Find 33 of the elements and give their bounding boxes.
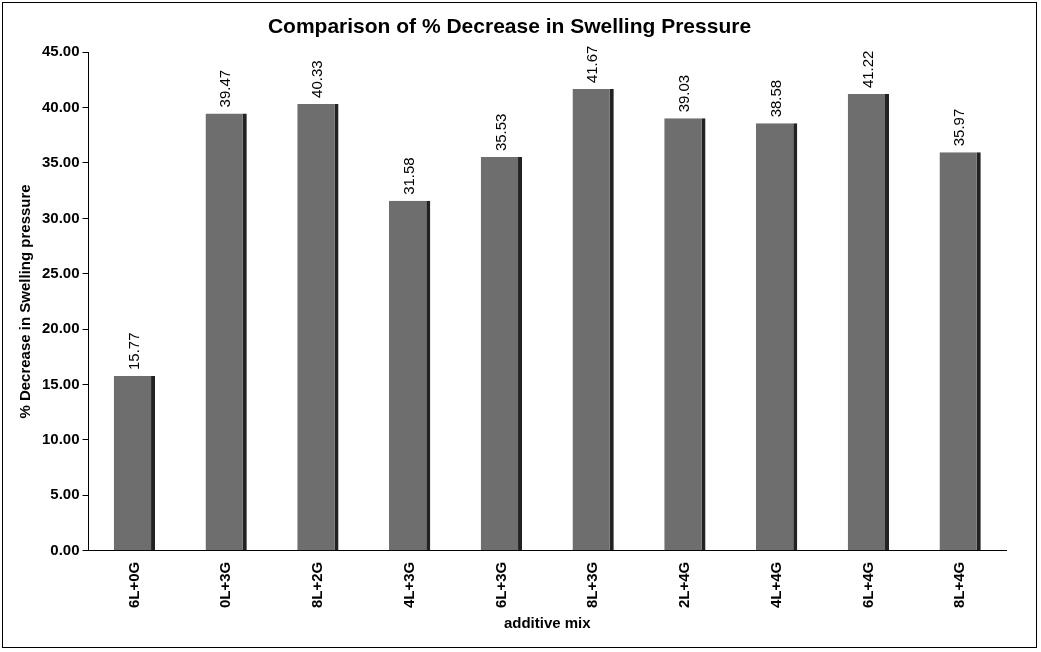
x-tick-label: 4L+3G — [399, 561, 417, 609]
x-tick-label: 0L+3G — [216, 561, 234, 609]
y-tick-label: 15.00 — [41, 374, 80, 392]
data-label: 40.33 — [308, 60, 326, 98]
data-label: 41.22 — [858, 50, 876, 89]
y-tick-label: 5.00 — [50, 485, 80, 503]
y-tick-label: 20.00 — [41, 319, 80, 337]
x-tick-label: 6L+4G — [858, 561, 876, 609]
x-axis-title: additive mix — [503, 614, 592, 632]
y-tick-label: 0.00 — [50, 540, 80, 558]
y-tick-label: 25.00 — [41, 263, 80, 281]
y-tick-label: 45.00 — [41, 42, 80, 60]
y-axis-title: % Decrease in Swelling pressure — [16, 184, 34, 419]
data-label: 38.58 — [766, 79, 784, 118]
data-label: 35.97 — [950, 108, 968, 147]
data-label: 41.67 — [583, 45, 601, 84]
x-tick-label: 8L+4G — [950, 561, 968, 609]
y-tick-label: 35.00 — [41, 153, 80, 171]
y-tick-label: 30.00 — [41, 208, 80, 226]
x-tick-label: 2L+4G — [675, 561, 693, 609]
data-label: 39.03 — [675, 74, 693, 113]
y-tick-label: 40.00 — [41, 97, 80, 115]
x-tick-label: 6L+3G — [491, 561, 509, 609]
data-label: 35.53 — [491, 113, 509, 152]
y-tick-label: 10.00 — [41, 430, 80, 448]
x-tick-label: 4L+4G — [766, 561, 784, 609]
data-label: 15.77 — [124, 332, 142, 371]
x-tick-label: 8L+3G — [583, 561, 601, 609]
data-label: 39.47 — [216, 69, 234, 108]
data-label: 31.58 — [399, 157, 417, 195]
x-tick-label: 6L+0G — [124, 561, 142, 609]
chart-title: Comparison of % Decrease in Swelling Pressure — [267, 14, 752, 38]
x-tick-label: 8L+2G — [308, 561, 326, 609]
